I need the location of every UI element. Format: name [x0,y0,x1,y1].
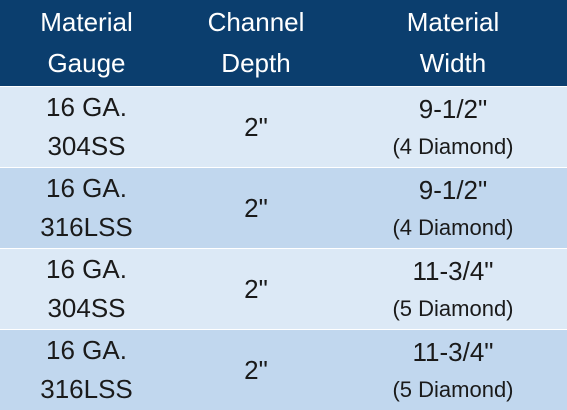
depth-cell: 2" [173,249,339,329]
header-label-line2: Depth [221,48,291,78]
header-label-line1: Channel [207,7,305,37]
gauge-cell: 16 GA. 304SS [0,249,173,329]
gauge-line2: 316LSS [40,212,133,242]
gauge-line1: 16 GA. [46,335,127,365]
header-label-line1: Material [406,7,500,37]
gauge-line2: 304SS [47,131,126,161]
depth-cell: 2" [173,87,339,167]
gauge-cell: 16 GA. 304SS [0,87,173,167]
row-divider [0,248,567,249]
header-label-line1: Material [40,7,133,37]
table-header: Material Gauge Channel Depth Material Wi… [0,0,567,86]
width-cell: 9-1/2" (4 Diamond) [339,168,567,248]
width-value: 9-1/2" [418,94,488,124]
gauge-line2: 304SS [47,293,126,323]
header-material-width: Material Width [339,0,567,86]
row-divider [0,167,567,168]
depth-value: 2" [244,111,268,142]
width-cell: 9-1/2" (4 Diamond) [339,87,567,167]
gauge-line1: 16 GA. [46,92,127,122]
depth-cell: 2" [173,168,339,248]
width-note: (4 Diamond) [392,215,514,240]
header-label-line2: Width [419,48,487,78]
header-channel-depth: Channel Depth [173,0,339,86]
width-value: 11-3/4" [412,337,494,367]
width-value: 9-1/2" [418,175,488,205]
depth-cell: 2" [173,330,339,410]
table-row: 16 GA. 304SS 2" 11-3/4" (5 Diamond) [0,249,567,329]
gauge-line1: 16 GA. [46,173,127,203]
depth-value: 2" [244,192,268,223]
table-row: 16 GA. 316LSS 2" 11-3/4" (5 Diamond) [0,330,567,410]
table-row: 16 GA. 316LSS 2" 9-1/2" (4 Diamond) [0,168,567,248]
gauge-line2: 316LSS [40,374,133,404]
gauge-cell: 16 GA. 316LSS [0,168,173,248]
row-divider [0,329,567,330]
depth-value: 2" [244,273,268,304]
width-cell: 11-3/4" (5 Diamond) [339,249,567,329]
row-divider [0,86,567,87]
gauge-line1: 16 GA. [46,254,127,284]
width-note: (5 Diamond) [392,296,514,321]
width-note: (5 Diamond) [392,377,514,402]
width-note: (4 Diamond) [392,134,514,159]
gauge-cell: 16 GA. 316LSS [0,330,173,410]
depth-value: 2" [244,354,268,385]
header-label-line2: Gauge [47,48,126,78]
table-row: 16 GA. 304SS 2" 9-1/2" (4 Diamond) [0,87,567,167]
width-value: 11-3/4" [412,256,494,286]
width-cell: 11-3/4" (5 Diamond) [339,330,567,410]
header-material-gauge: Material Gauge [0,0,173,86]
